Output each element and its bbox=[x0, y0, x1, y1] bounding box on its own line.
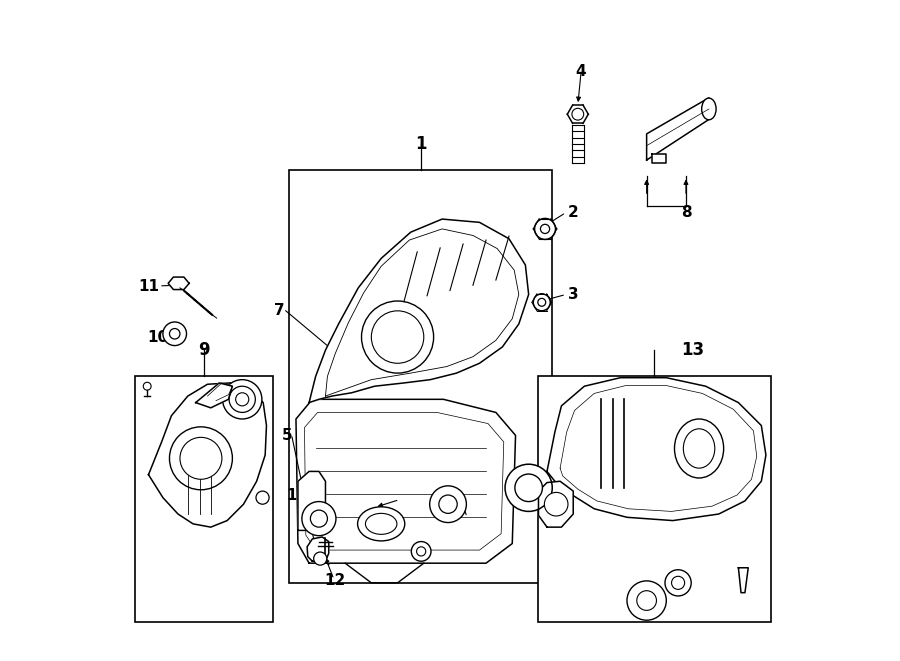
Text: 3: 3 bbox=[568, 287, 579, 302]
Circle shape bbox=[429, 486, 466, 523]
Circle shape bbox=[533, 293, 550, 311]
Ellipse shape bbox=[702, 98, 716, 120]
Circle shape bbox=[417, 547, 426, 556]
Polygon shape bbox=[738, 568, 748, 593]
Circle shape bbox=[572, 108, 584, 120]
Text: 11: 11 bbox=[139, 279, 159, 294]
Text: 13: 13 bbox=[681, 341, 704, 359]
Circle shape bbox=[627, 581, 666, 620]
Ellipse shape bbox=[683, 429, 715, 468]
Text: 7: 7 bbox=[274, 303, 284, 319]
Text: 12: 12 bbox=[325, 573, 346, 588]
Circle shape bbox=[163, 322, 186, 346]
Circle shape bbox=[302, 502, 336, 535]
Polygon shape bbox=[296, 399, 516, 563]
Text: 4: 4 bbox=[576, 64, 587, 79]
Polygon shape bbox=[547, 377, 766, 521]
Polygon shape bbox=[538, 481, 573, 527]
Text: 1: 1 bbox=[415, 135, 427, 153]
Ellipse shape bbox=[674, 419, 724, 478]
Bar bbox=[290, 170, 552, 583]
Circle shape bbox=[665, 570, 691, 596]
Circle shape bbox=[372, 311, 424, 364]
Circle shape bbox=[143, 382, 151, 390]
Circle shape bbox=[180, 438, 222, 479]
Circle shape bbox=[439, 495, 457, 514]
Ellipse shape bbox=[365, 514, 397, 534]
Circle shape bbox=[362, 301, 434, 373]
Circle shape bbox=[236, 393, 248, 406]
Text: 8: 8 bbox=[680, 205, 691, 220]
Polygon shape bbox=[309, 219, 528, 403]
Circle shape bbox=[535, 218, 555, 239]
Circle shape bbox=[169, 329, 180, 339]
Polygon shape bbox=[168, 277, 189, 290]
Polygon shape bbox=[646, 98, 709, 160]
Circle shape bbox=[314, 552, 327, 565]
Bar bbox=[538, 376, 771, 622]
Circle shape bbox=[256, 491, 269, 504]
Polygon shape bbox=[652, 153, 666, 163]
Text: 9: 9 bbox=[198, 341, 210, 359]
Circle shape bbox=[515, 474, 543, 502]
Circle shape bbox=[637, 591, 656, 610]
Text: 15: 15 bbox=[286, 488, 308, 503]
Text: 15: 15 bbox=[466, 511, 488, 526]
Polygon shape bbox=[195, 383, 232, 408]
Text: 14: 14 bbox=[391, 493, 411, 508]
Text: 10: 10 bbox=[147, 330, 168, 344]
Circle shape bbox=[169, 427, 232, 490]
Circle shape bbox=[411, 541, 431, 561]
Polygon shape bbox=[307, 537, 328, 561]
Circle shape bbox=[541, 224, 550, 233]
Circle shape bbox=[671, 576, 685, 590]
Circle shape bbox=[505, 464, 553, 512]
Circle shape bbox=[538, 298, 545, 306]
Circle shape bbox=[222, 379, 262, 419]
Ellipse shape bbox=[357, 507, 405, 541]
Polygon shape bbox=[298, 471, 326, 530]
Text: 5: 5 bbox=[282, 428, 292, 443]
Circle shape bbox=[544, 492, 568, 516]
Polygon shape bbox=[148, 383, 266, 527]
Circle shape bbox=[310, 510, 328, 527]
Bar bbox=[135, 376, 273, 622]
Text: 2: 2 bbox=[568, 205, 579, 220]
Text: 10: 10 bbox=[415, 549, 436, 564]
Text: 6: 6 bbox=[568, 461, 579, 476]
Circle shape bbox=[230, 386, 256, 412]
